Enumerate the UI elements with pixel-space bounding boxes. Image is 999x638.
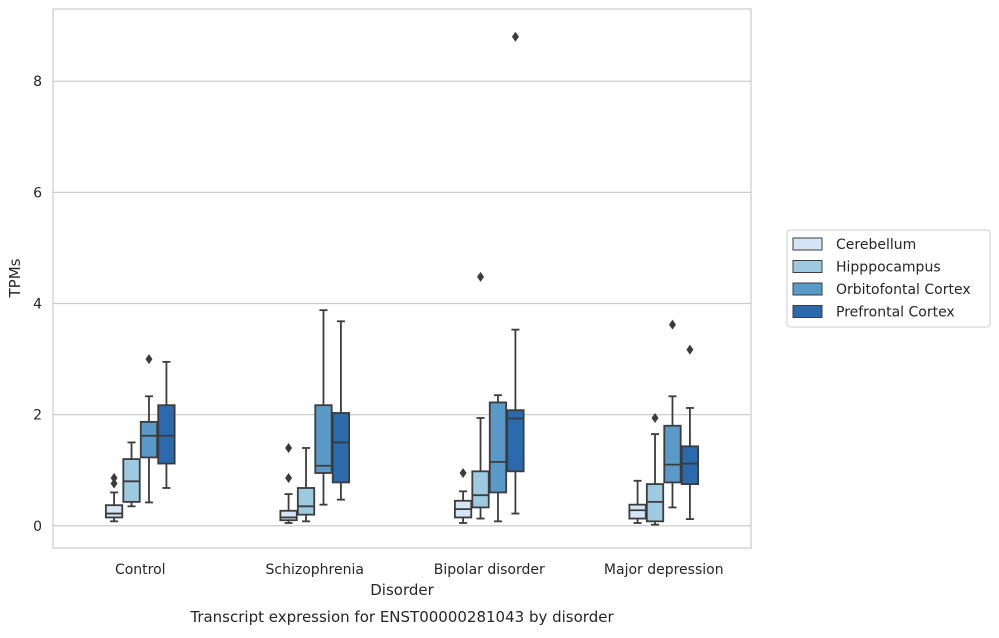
legend-swatch — [792, 260, 823, 273]
outlier-point — [511, 31, 519, 42]
box-1-1 — [296, 447, 316, 523]
box-iqr — [314, 404, 333, 474]
y-axis-ticks: 0 2 4 6 8 — [33, 74, 42, 535]
box-2-1 — [471, 271, 490, 520]
outlier-point — [651, 412, 659, 423]
outlier-point — [668, 319, 676, 330]
box-0-2 — [139, 354, 159, 504]
box-1-0 — [279, 442, 298, 524]
box-iqr — [628, 503, 647, 520]
box-iqr — [279, 509, 298, 522]
outlier-point — [110, 472, 118, 483]
box-1-3 — [331, 320, 351, 501]
outlier-point — [686, 344, 694, 355]
legend-label: Cerebellum — [836, 237, 916, 253]
box-0-3 — [157, 360, 176, 489]
box-3-3 — [680, 344, 700, 521]
box-1-2 — [314, 309, 333, 506]
chart-title: Transcript expression for ENST0000028104… — [189, 608, 614, 626]
box-2-0 — [453, 467, 473, 524]
box-iqr — [104, 504, 124, 519]
legend-label: Prefrontal Cortex — [836, 305, 955, 321]
x-tick-label: Bipolar disorder — [434, 562, 545, 578]
legend-label: Hipppocampus — [836, 260, 941, 276]
legend-swatch — [792, 237, 823, 251]
outlier-point — [145, 354, 153, 365]
x-axis-label: Disorder — [370, 581, 434, 599]
x-tick-label: Control — [115, 562, 166, 578]
legend: Cerebellum Hipppocampus Orbitofontal Corte… — [786, 229, 991, 328]
box-0-0 — [104, 472, 124, 523]
box-3-2 — [663, 319, 682, 509]
box-2-3 — [506, 31, 525, 515]
box-iqr — [506, 409, 525, 473]
x-axis-ticks: Control Schizophrenia Bipolar disorder Majo… — [115, 562, 724, 578]
box-groups — [104, 31, 700, 526]
box-0-1 — [122, 441, 141, 508]
outlier-point — [477, 271, 485, 282]
y-tick-label: 6 — [33, 185, 42, 201]
y-tick-label: 4 — [33, 297, 42, 313]
box-iqr — [471, 470, 490, 509]
box-iqr — [139, 420, 159, 459]
y-tick-label: 2 — [33, 408, 42, 424]
box-iqr — [680, 445, 700, 485]
box-iqr — [663, 424, 682, 484]
box-3-1 — [645, 412, 665, 526]
outlier-point — [110, 478, 118, 489]
legend-swatch — [792, 305, 823, 318]
box-iqr — [488, 401, 508, 494]
outlier-point — [285, 442, 293, 453]
y-axis-label: TPMs — [6, 258, 24, 298]
box-iqr — [157, 404, 176, 465]
box-2-2 — [488, 394, 508, 523]
box-3-0 — [628, 479, 647, 524]
outlier-point — [459, 467, 467, 478]
x-tick-label: Major depression — [604, 562, 724, 578]
plot-frame — [52, 8, 752, 549]
legend-swatch — [792, 282, 823, 296]
legend-label: Orbitofontal Cortex — [836, 282, 971, 298]
outlier-point — [285, 472, 293, 483]
box-iqr — [296, 487, 316, 516]
legend-frame — [786, 229, 991, 328]
box-iqr — [331, 412, 351, 484]
y-tick-label: 0 — [33, 519, 42, 535]
x-tick-label: Schizophrenia — [266, 562, 364, 578]
y-tick-label: 8 — [33, 74, 42, 90]
